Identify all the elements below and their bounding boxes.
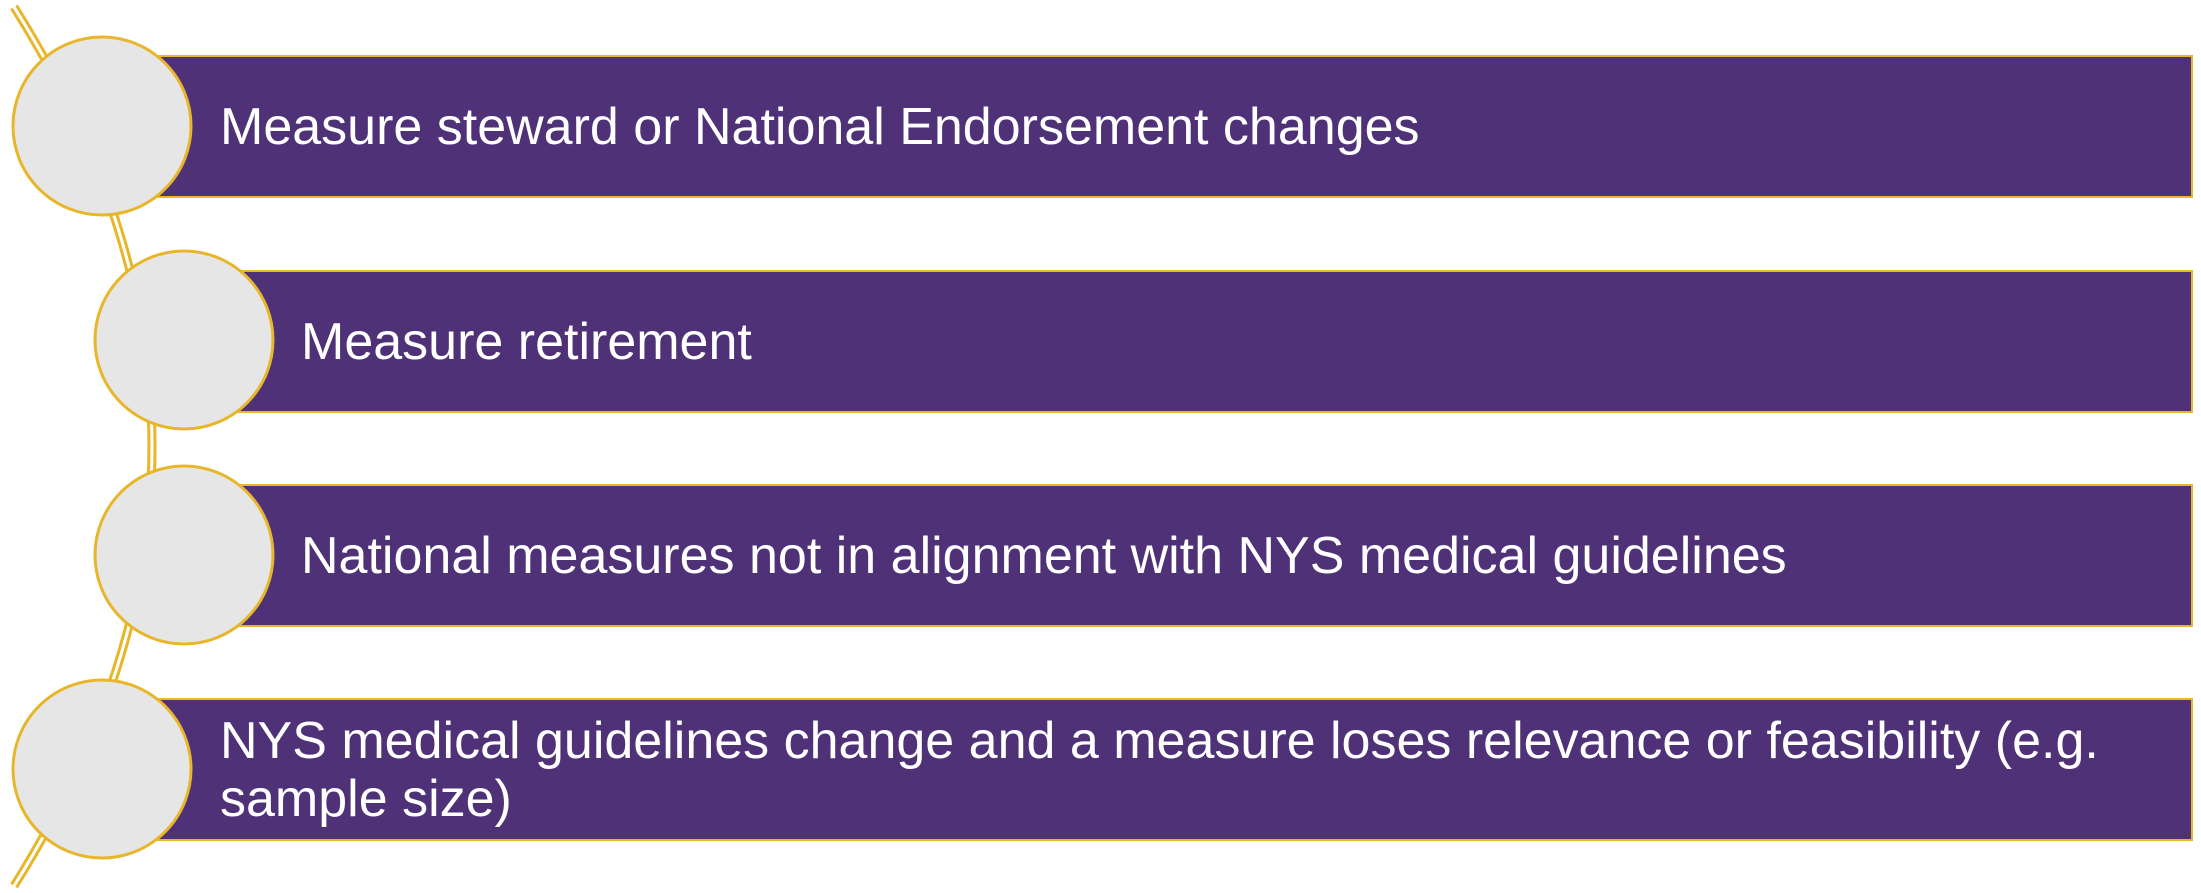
item-label: Measure retirement [301, 312, 752, 371]
item-circle [11, 35, 193, 217]
list-item: Measure steward or National Endorsement … [147, 55, 2193, 198]
list-item: NYS medical guidelines change and a meas… [147, 698, 2193, 841]
item-circle [93, 249, 275, 431]
list-item: Measure retirement [232, 270, 2193, 413]
item-circle [11, 678, 193, 860]
item-label: National measures not in alignment with … [301, 526, 1787, 585]
item-circle [93, 464, 275, 646]
item-label: NYS medical guidelines change and a meas… [220, 711, 2099, 828]
list-item: National measures not in alignment with … [232, 484, 2193, 627]
item-label: Measure steward or National Endorsement … [220, 97, 1420, 156]
